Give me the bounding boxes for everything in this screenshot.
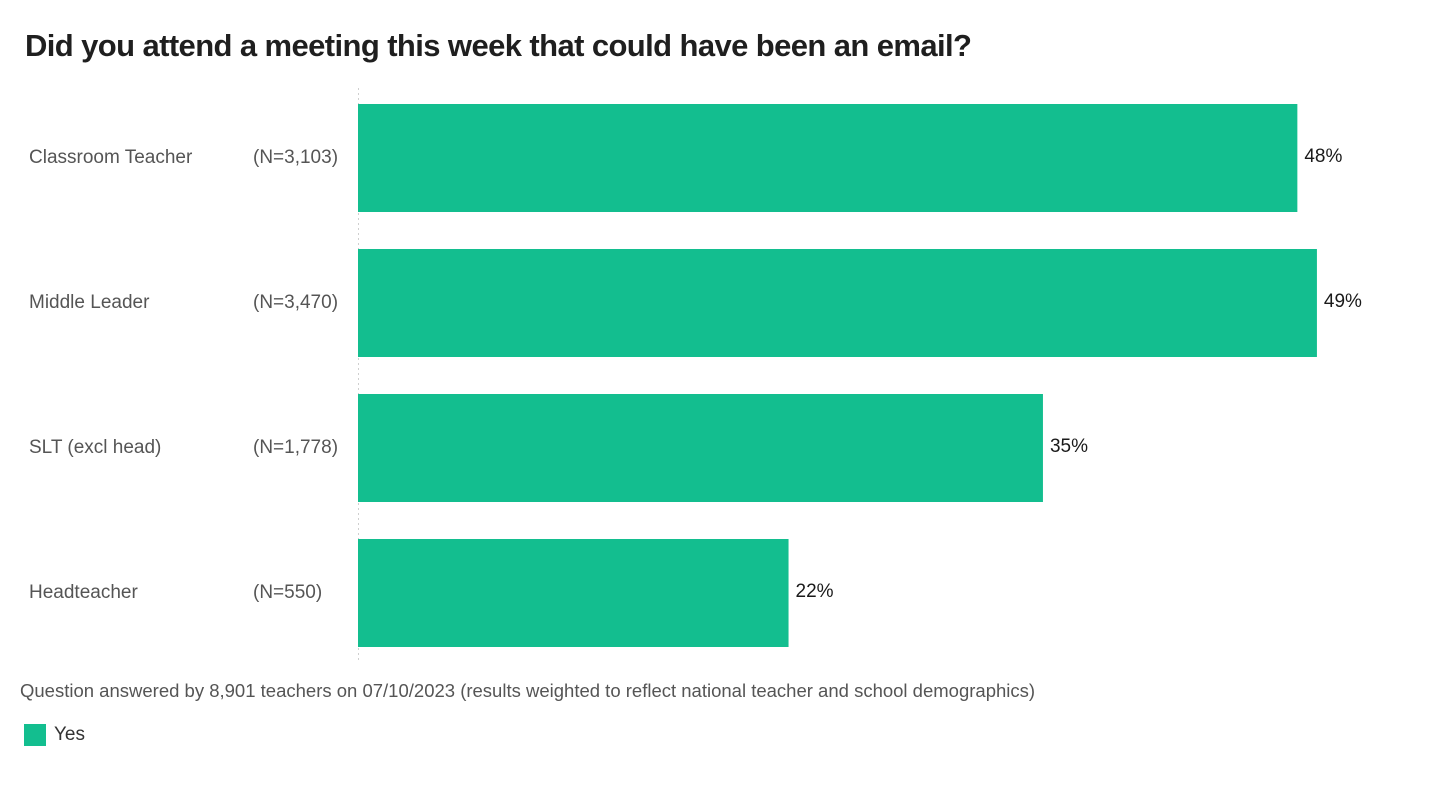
chart-legend: Yes (24, 724, 85, 746)
value-label-slt-excl-head: 35% (1050, 436, 1088, 457)
value-label-classroom-teacher: 48% (1304, 146, 1342, 167)
category-label-slt-excl-head: SLT (excl head) (29, 437, 161, 458)
sample-size-label-middle-leader: (N=3,470) (253, 292, 338, 313)
value-label-middle-leader: 49% (1324, 291, 1362, 312)
bar-classroom-teacher (358, 104, 1298, 212)
category-label-middle-leader: Middle Leader (29, 292, 150, 313)
sample-size-label-classroom-teacher: (N=3,103) (253, 147, 338, 168)
chart-title: Did you attend a meeting this week that … (25, 28, 972, 63)
category-label-headteacher: Headteacher (29, 582, 138, 603)
chart-footnote: Question answered by 8,901 teachers on 0… (20, 680, 1036, 701)
value-label-headteacher: 22% (796, 581, 834, 602)
sample-size-label-slt-excl-head: (N=1,778) (253, 437, 338, 458)
bar-headteacher (358, 539, 789, 647)
bar-slt-excl-head (358, 394, 1043, 502)
legend-label-yes: Yes (54, 724, 85, 745)
legend-swatch-yes (24, 724, 46, 746)
sample-size-label-headteacher: (N=550) (253, 582, 322, 603)
category-label-classroom-teacher: Classroom Teacher (29, 147, 193, 168)
bar-chart: Classroom Teacher (N=3,103) 48% Middle Lead… (29, 88, 1362, 663)
bar-middle-leader (358, 249, 1317, 357)
